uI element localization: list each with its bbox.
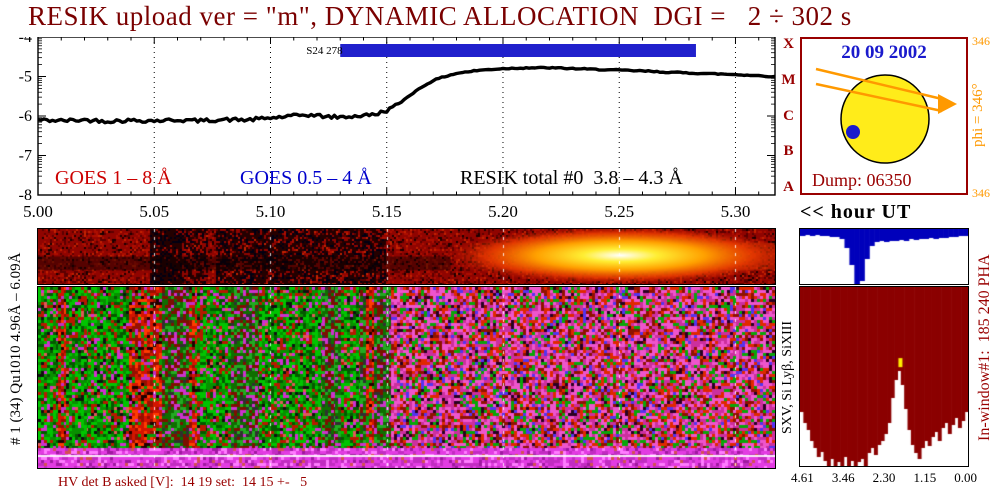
goes-class-letters: X M C B A (779, 37, 798, 195)
hour-ut-axis-label: << hour UT (800, 201, 912, 223)
observation-date: 20 09 2002 (841, 42, 927, 63)
spectral-lines-label: SXV, Si Lyβ, SiXIII (780, 320, 795, 434)
energy-tick: 2.30 (872, 470, 896, 485)
goes-class-b: B (783, 143, 794, 160)
legend-goes-1-8: GOES 1 – 8 Å (55, 167, 172, 189)
svg-text:-6: -6 (19, 108, 32, 125)
goes-class-a: A (783, 179, 794, 195)
energy-axis-ticks: 4.61 3.46 2.30 1.15 0.00 (791, 470, 977, 486)
goes-flux-plot: -4 -5 -6 -7 -85.00 5.05 5.10 5.15 5.20 5.25 5.30 S2… (19, 37, 776, 221)
svg-text:5.10: 5.10 (256, 202, 286, 221)
spectrogram-strip-canvas (37, 228, 776, 285)
goes-class-c: C (783, 107, 794, 124)
svg-text:5.30: 5.30 (721, 202, 751, 221)
flare-position-dot (846, 125, 860, 139)
channel-wavelength-label: # 1 (34) Qu1010 4.96Å – 6.09Å (8, 252, 24, 446)
energy-tick: 0.00 (954, 470, 977, 485)
pha-window-label: In-window#1: 185 240 PHA (976, 254, 993, 442)
solar-pointing-panel: 20 09 2002 Dump: 06350 (800, 37, 968, 195)
page-title: RESIK upload ver = "m", DYNAMIC ALLOCATI… (28, 1, 852, 31)
energy-tick: 3.46 (831, 470, 855, 485)
scan-line-icon (815, 82, 943, 113)
spectrogram-main-canvas (37, 286, 776, 469)
svg-text:5.25: 5.25 (604, 202, 634, 221)
svg-text:-7: -7 (19, 148, 32, 165)
pha-profile-canvas (799, 228, 969, 285)
scan-line-icon (815, 67, 943, 101)
phi-corner-value-top: 346 (972, 34, 990, 48)
svg-text:5.00: 5.00 (23, 202, 53, 221)
svg-text:-5: -5 (19, 69, 32, 86)
svg-text:-4: -4 (19, 37, 32, 46)
sun-diagram (815, 67, 957, 164)
goes-class-m: M (781, 71, 796, 88)
sun-disk-icon (840, 74, 930, 164)
dump-number: Dump: 06350 (812, 170, 912, 190)
scan-arrow-icon (938, 94, 957, 114)
svg-text:5.20: 5.20 (488, 202, 518, 221)
legend-resik-total: RESIK total #0 3.8 – 4.3 Å (460, 167, 683, 189)
svg-text:5.15: 5.15 (372, 202, 402, 221)
svg-text:-8: -8 (19, 187, 32, 204)
goes-class-x: X (783, 36, 794, 52)
pha-spectrum-canvas (799, 286, 969, 467)
svg-text:S24 278: S24 278 (306, 45, 343, 57)
energy-tick: 1.15 (913, 470, 937, 485)
phi-angle-label: phi = 346° (970, 83, 986, 147)
energy-tick: 4.61 (791, 470, 814, 485)
phi-corner-value-bottom: 346 (972, 186, 990, 200)
plot-legend: GOES 1 – 8 Å GOES 0.5 – 4 Å RESIK total … (38, 167, 775, 195)
legend-goes-05-4: GOES 0.5 – 4 Å (240, 167, 372, 189)
hv-status-line: HV det B asked [V]: 14 19 set: 14 15 +- … (58, 475, 308, 490)
svg-text:5.05: 5.05 (139, 202, 169, 221)
